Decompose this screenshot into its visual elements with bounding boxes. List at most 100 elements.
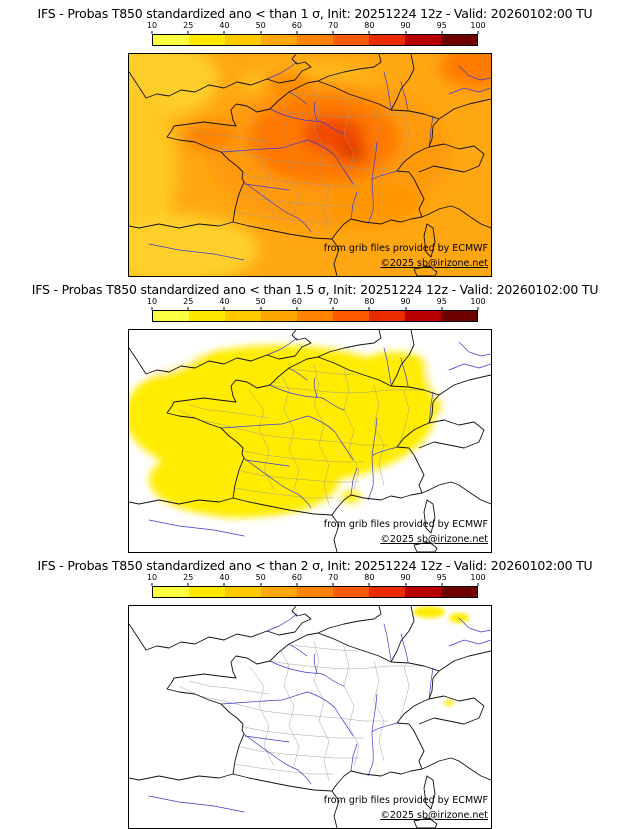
colorbar-tick-label: 100 — [470, 21, 486, 30]
colorbar-tick-mark — [296, 583, 298, 586]
colorbar-tick-label: 95 — [436, 21, 447, 30]
colorbar-tick-mark — [477, 583, 479, 586]
colorbar-segment — [225, 587, 261, 597]
colorbar-tick-mark — [332, 31, 334, 34]
colorbar-tick-mark — [441, 31, 443, 34]
colorbar-tick-label: 100 — [470, 297, 486, 306]
colorbar-tick-label: 10 — [146, 297, 158, 306]
colorbar-tick-mark — [223, 583, 225, 586]
department-boundaries — [178, 364, 429, 506]
colorbar-segment — [333, 587, 369, 597]
colorbar-tick-label: 80 — [364, 21, 375, 30]
panel-sigma-1-5: IFS - Probas T850 standardized ano < tha… — [0, 276, 630, 553]
probability-field-blobs — [129, 330, 491, 552]
colorbar-tick-label: 40 — [219, 573, 230, 582]
colorbar-tick-label: 50 — [255, 573, 266, 582]
colorbar-tick-label: 95 — [436, 297, 447, 306]
rivers — [148, 337, 491, 537]
colorbar-tick-label: 90 — [400, 297, 411, 306]
credit-copyright-link[interactable]: ©2025 sb@irizone.net — [380, 810, 488, 821]
colorbar-tick-mark — [332, 583, 334, 586]
colorbar-tick-label: 100 — [470, 573, 486, 582]
colorbar-tick-label: 10 — [146, 21, 158, 30]
map-canvas — [129, 606, 491, 828]
rivers — [148, 61, 491, 261]
panel-title: IFS - Probas T850 standardized ano < tha… — [31, 282, 599, 297]
colorbar-segment — [441, 587, 477, 597]
colorbar-segment — [369, 587, 405, 597]
colorbar-tick-label: 90 — [400, 21, 411, 30]
colorbar-segment — [189, 35, 225, 45]
colorbar-tick-label: 95 — [436, 573, 447, 582]
colorbar-segment — [261, 311, 297, 321]
colorbar-segment — [333, 35, 369, 45]
colorbar-segment — [405, 587, 441, 597]
colorbar-segment — [153, 587, 189, 597]
colorbar-tick-mark — [151, 31, 153, 34]
panel-title: IFS - Probas T850 standardized ano < tha… — [37, 558, 593, 573]
colorbar-tick-mark — [187, 31, 189, 34]
colorbar-tick-mark — [332, 307, 334, 310]
colorbar-segment — [441, 35, 477, 45]
colorbar-tick-mark — [151, 583, 153, 586]
coastlines-and-borders — [129, 330, 491, 552]
colorbar-tick-label: 25 — [183, 573, 194, 582]
colorbar-tick-mark — [260, 31, 262, 34]
colorbar-tick-mark — [187, 307, 189, 310]
colorbar-segment — [405, 35, 441, 45]
colorbar-tick-labels: 10 25 40 50 60 70 80 90 95 100 — [147, 573, 486, 583]
colorbar-tick-label: 70 — [328, 21, 339, 30]
colorbar-tick-mark — [260, 307, 262, 310]
coastlines-and-borders — [129, 606, 491, 828]
colorbar-segment — [189, 587, 225, 597]
colorbar-tick-label: 60 — [291, 21, 302, 30]
colorbar-segment — [369, 35, 405, 45]
colorbar-tick-label: 80 — [364, 297, 375, 306]
colorbar-tick-mark — [368, 307, 370, 310]
colorbar-tick-mark — [223, 307, 225, 310]
credit-ecmwf: from grib files provided by ECMWF — [323, 519, 488, 530]
colorbar-gradient — [152, 34, 478, 46]
credit-copyright-link[interactable]: ©2025 sb@irizone.net — [380, 258, 488, 269]
colorbar: 10 25 40 50 60 70 80 90 95 100 — [147, 297, 486, 323]
colorbar-tick-mark — [260, 583, 262, 586]
colorbar-segment — [261, 35, 297, 45]
probability-map: from grib files provided by ECMWF ©2025 … — [128, 53, 492, 277]
colorbar-gradient — [152, 310, 478, 322]
colorbar-tick-label: 40 — [219, 21, 230, 30]
colorbar-tick-label: 60 — [291, 573, 302, 582]
colorbar-segment — [225, 35, 261, 45]
colorbar-tick-mark — [477, 307, 479, 310]
colorbar-segment — [225, 311, 261, 321]
credit-copyright-link[interactable]: ©2025 sb@irizone.net — [380, 534, 488, 545]
credit-ecmwf: from grib files provided by ECMWF — [323, 795, 488, 806]
rivers — [148, 613, 491, 813]
colorbar: 10 25 40 50 60 70 80 90 95 100 — [147, 573, 486, 599]
colorbar-segment — [261, 587, 297, 597]
colorbar-tick-mark — [151, 307, 153, 310]
department-boundaries — [178, 88, 429, 230]
colorbar-tick-mark — [296, 31, 298, 34]
panel-sigma-2: IFS - Probas T850 standardized ano < tha… — [0, 552, 630, 829]
colorbar-tick-label: 25 — [183, 297, 194, 306]
colorbar: 10 25 40 50 60 70 80 90 95 100 — [147, 21, 486, 47]
colorbar-tick-label: 60 — [291, 297, 302, 306]
probability-map: from grib files provided by ECMWF ©2025 … — [128, 605, 492, 829]
colorbar-tick-label: 10 — [146, 573, 158, 582]
colorbar-tick-mark — [296, 307, 298, 310]
colorbar-segment — [441, 311, 477, 321]
colorbar-segment — [153, 311, 189, 321]
colorbar-tick-label: 25 — [183, 21, 194, 30]
colorbar-tick-mark — [477, 31, 479, 34]
colorbar-tick-mark — [368, 31, 370, 34]
credit-ecmwf: from grib files provided by ECMWF — [323, 243, 488, 254]
colorbar-tick-label: 50 — [255, 297, 266, 306]
map-canvas — [129, 330, 491, 552]
panel-sigma-1: IFS - Probas T850 standardized ano < tha… — [0, 0, 630, 277]
colorbar-segment — [333, 311, 369, 321]
colorbar-tick-mark — [441, 307, 443, 310]
colorbar-segment — [405, 311, 441, 321]
colorbar-segment — [297, 35, 333, 45]
probability-map: from grib files provided by ECMWF ©2025 … — [128, 329, 492, 553]
